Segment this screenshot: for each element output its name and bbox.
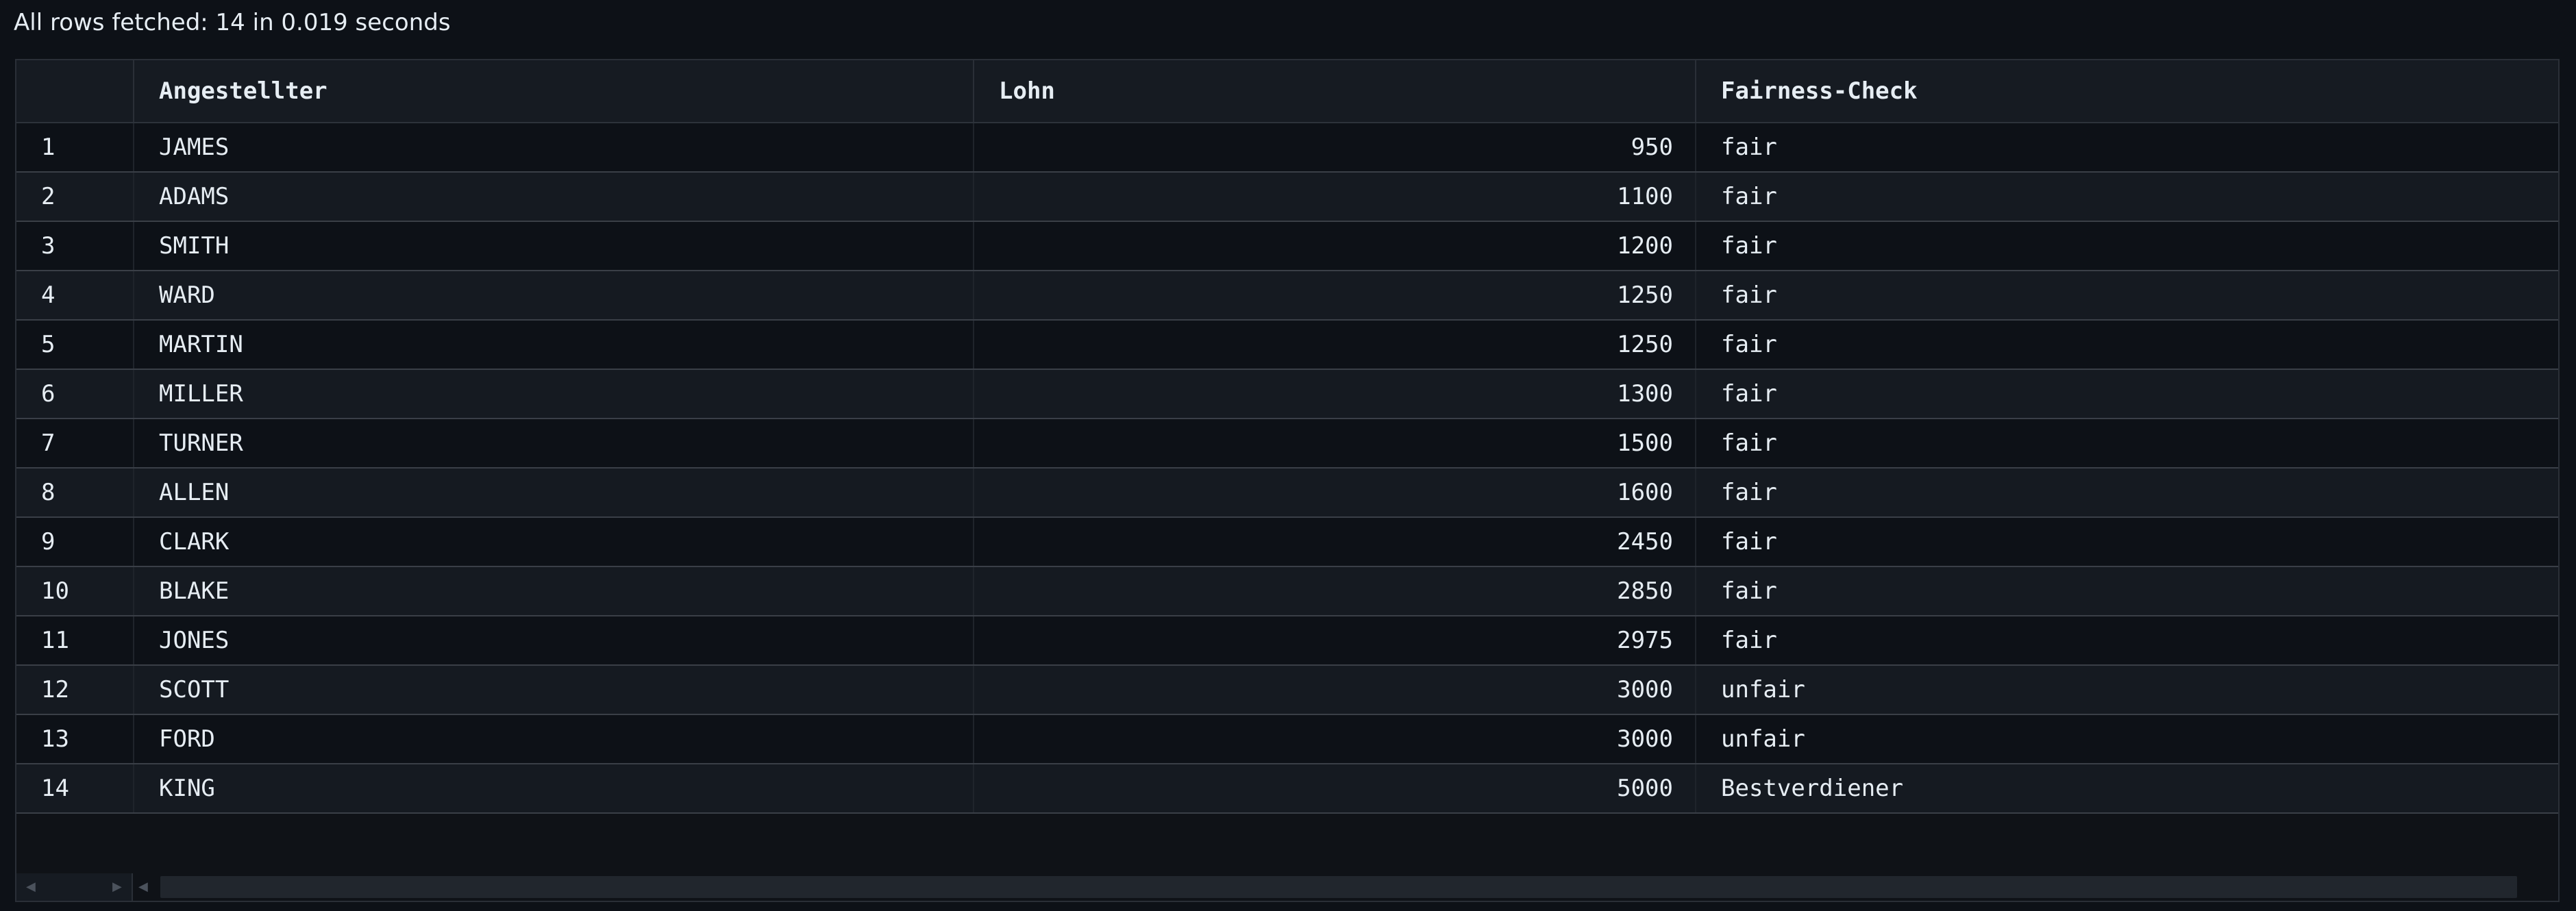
row-number: 11 — [41, 627, 69, 654]
table-row[interactable]: 12 SCOTT 3000 unfair — [16, 666, 2558, 715]
header-salary[interactable]: Lohn — [973, 60, 1695, 122]
salary-cell[interactable]: 1500 — [973, 419, 1695, 467]
row-number: 2 — [41, 183, 55, 210]
table-row[interactable]: 4 WARD 1250 fair — [16, 271, 2558, 321]
salary-cell[interactable]: 1100 — [973, 173, 1695, 221]
header-row-number[interactable] — [16, 60, 133, 122]
table-row[interactable]: 1 JAMES 950 fair — [16, 123, 2558, 173]
row-number: 12 — [41, 676, 69, 703]
employee-cell[interactable]: SCOTT — [133, 666, 973, 714]
employee-cell[interactable]: BLAKE — [133, 567, 973, 615]
header-fairness-check[interactable]: Fairness-Check — [1695, 60, 2558, 122]
salary-cell[interactable]: 1600 — [973, 469, 1695, 516]
chevron-left-icon[interactable]: ◀ — [138, 879, 148, 894]
row-number: 3 — [41, 232, 55, 260]
fairness-cell[interactable]: fair — [1695, 616, 2558, 664]
salary-cell[interactable]: 1200 — [973, 222, 1695, 270]
salary-cell[interactable]: 3000 — [973, 666, 1695, 714]
row-number: 14 — [41, 775, 69, 802]
fairness-cell[interactable]: fair — [1695, 567, 2558, 615]
salary-cell[interactable]: 2975 — [973, 616, 1695, 664]
table-row[interactable]: 9 CLARK 2450 fair — [16, 518, 2558, 567]
salary-cell[interactable]: 2850 — [973, 567, 1695, 615]
row-number: 9 — [41, 528, 55, 556]
employee-cell[interactable]: SMITH — [133, 222, 973, 270]
table-row[interactable]: 5 MARTIN 1250 fair — [16, 321, 2558, 370]
grid-header: Angestellter Lohn Fairness-Check — [16, 60, 2558, 123]
employee-cell[interactable]: WARD — [133, 271, 973, 319]
employee-cell[interactable]: JONES — [133, 616, 973, 664]
table-row[interactable]: 11 JONES 2975 fair — [16, 616, 2558, 666]
salary-cell[interactable]: 2450 — [973, 518, 1695, 566]
row-number: 4 — [41, 282, 55, 309]
fairness-cell[interactable]: fair — [1695, 271, 2558, 319]
table-row[interactable]: 3 SMITH 1200 fair — [16, 222, 2558, 271]
salary-cell[interactable]: 1250 — [973, 271, 1695, 319]
fairness-cell[interactable]: fair — [1695, 222, 2558, 270]
fairness-cell[interactable]: fair — [1695, 321, 2558, 369]
salary-cell[interactable]: 1300 — [973, 370, 1695, 418]
row-number: 1 — [41, 134, 55, 161]
table-row[interactable]: 8 ALLEN 1600 fair — [16, 469, 2558, 518]
row-number: 6 — [41, 380, 55, 408]
fairness-cell[interactable]: fair — [1695, 518, 2558, 566]
horizontal-scrollbar[interactable]: ◀ ▶ ◀ — [16, 873, 2558, 901]
salary-cell[interactable]: 950 — [973, 123, 1695, 171]
employee-cell[interactable]: MARTIN — [133, 321, 973, 369]
header-employee[interactable]: Angestellter — [133, 60, 973, 122]
employee-cell[interactable]: MILLER — [133, 370, 973, 418]
table-row[interactable]: 2 ADAMS 1100 fair — [16, 173, 2558, 222]
row-number: 8 — [41, 479, 55, 506]
table-row[interactable]: 13 FORD 3000 unfair — [16, 715, 2558, 764]
row-number: 10 — [41, 577, 69, 605]
employee-cell[interactable]: ADAMS — [133, 173, 973, 221]
row-number: 7 — [41, 429, 55, 457]
employee-cell[interactable]: TURNER — [133, 419, 973, 467]
scrollbar-thumb[interactable] — [160, 876, 2517, 898]
fairness-cell[interactable]: fair — [1695, 370, 2558, 418]
fairness-cell[interactable]: fair — [1695, 419, 2558, 467]
fairness-cell[interactable]: unfair — [1695, 666, 2558, 714]
fairness-cell[interactable]: unfair — [1695, 715, 2558, 763]
frozen-scrollbar-segment[interactable]: ◀ ▶ — [16, 873, 133, 901]
fairness-cell[interactable]: fair — [1695, 123, 2558, 171]
employee-cell[interactable]: CLARK — [133, 518, 973, 566]
result-grid: Angestellter Lohn Fairness-Check 1 JAMES… — [15, 59, 2560, 902]
table-row[interactable]: 6 MILLER 1300 fair — [16, 370, 2558, 419]
salary-cell[interactable]: 1250 — [973, 321, 1695, 369]
chevron-left-icon[interactable]: ◀ — [26, 879, 36, 894]
fairness-cell[interactable]: Bestverdiener — [1695, 764, 2558, 812]
scrollbar-track[interactable]: ◀ — [133, 873, 2558, 901]
fairness-cell[interactable]: fair — [1695, 173, 2558, 221]
table-row[interactable]: 14 KING 5000 Bestverdiener — [16, 764, 2558, 814]
table-row[interactable]: 10 BLAKE 2850 fair — [16, 567, 2558, 616]
table-row[interactable]: 7 TURNER 1500 fair — [16, 419, 2558, 469]
employee-cell[interactable]: ALLEN — [133, 469, 973, 516]
employee-cell[interactable]: FORD — [133, 715, 973, 763]
fairness-cell[interactable]: fair — [1695, 469, 2558, 516]
grid-body: 1 JAMES 950 fair 2 ADAMS 1100 fair 3 SMI… — [16, 123, 2558, 814]
employee-cell[interactable]: KING — [133, 764, 973, 812]
employee-cell[interactable]: JAMES — [133, 123, 973, 171]
salary-cell[interactable]: 5000 — [973, 764, 1695, 812]
salary-cell[interactable]: 3000 — [973, 715, 1695, 763]
query-status: All rows fetched: 14 in 0.019 seconds — [14, 9, 451, 36]
row-number: 13 — [41, 725, 69, 753]
row-number: 5 — [41, 331, 55, 358]
chevron-right-icon[interactable]: ▶ — [112, 879, 122, 894]
